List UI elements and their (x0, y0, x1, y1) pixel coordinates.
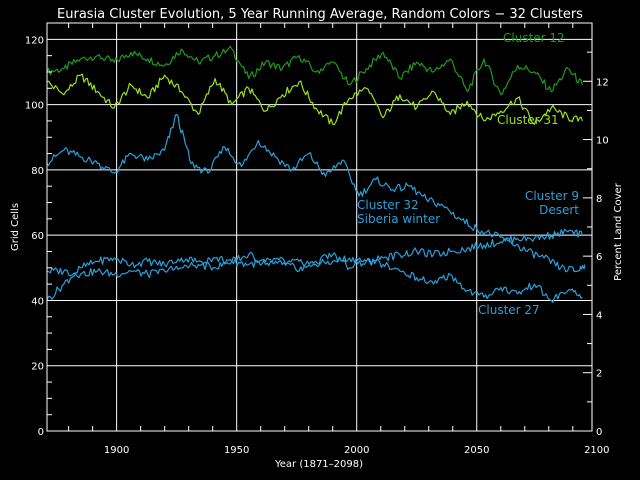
x-tick-label: 2050 (464, 445, 489, 456)
series-line-cluster-12 (46, 45, 583, 96)
y-axis-label: Grid Cells (10, 203, 21, 251)
series-line-cluster-32 (46, 113, 586, 273)
y-tick-label: 120 (25, 35, 44, 46)
x-tick-label: 1900 (104, 445, 129, 456)
y-tick-label: 60 (31, 231, 44, 242)
y-tick-label: 20 (31, 362, 44, 373)
y-right-tick-label: 6 (596, 252, 602, 263)
x-axis-label: Year (1871–2098) (274, 459, 363, 470)
series-label-cluster-32: Cluster 32 (357, 198, 419, 212)
y-right-tick-label: 8 (596, 194, 602, 205)
series-label-cluster-27: Cluster 27 (478, 303, 540, 317)
y-right-tick-label: 0 (596, 427, 602, 438)
y-right-tick-label: 2 (596, 369, 602, 380)
grid-layer (47, 23, 592, 431)
y-right-tick-label: 4 (596, 310, 602, 321)
series-label-cluster-12: Cluster 12 (503, 31, 565, 45)
y-axis-label-right: Percent Land Cover (613, 182, 624, 281)
x-tick-label: 1950 (224, 445, 249, 456)
tick-layer: 1900 1950 2000 2050 2100 0 20 40 60 80 100 120 0 2 4 6 8… (25, 22, 610, 456)
y-tick-label: 40 (31, 296, 44, 307)
series-layer (46, 45, 586, 303)
chart-title: Eurasia Cluster Evolution, 5 Year Runnin… (57, 7, 583, 22)
series-label-cluster-9: Desert (539, 203, 579, 217)
series-line-cluster-31 (46, 73, 583, 126)
y-right-tick-label: 10 (596, 136, 609, 147)
y-tick-label: 100 (25, 101, 44, 112)
y-tick-label: 0 (38, 427, 44, 438)
series-label-cluster-31: Cluster 31 (497, 113, 559, 127)
y-tick-label: 80 (31, 166, 44, 177)
series-label-cluster-32: Siberia winter (357, 212, 440, 226)
series-label-cluster-9: Cluster 9 (525, 189, 579, 203)
x-tick-label: 2100 (584, 445, 609, 456)
y-right-tick-label: 12 (596, 77, 609, 88)
x-tick-label: 2000 (344, 445, 369, 456)
series-line-cluster-27 (46, 251, 583, 303)
series-line-cluster-9 (46, 228, 583, 279)
